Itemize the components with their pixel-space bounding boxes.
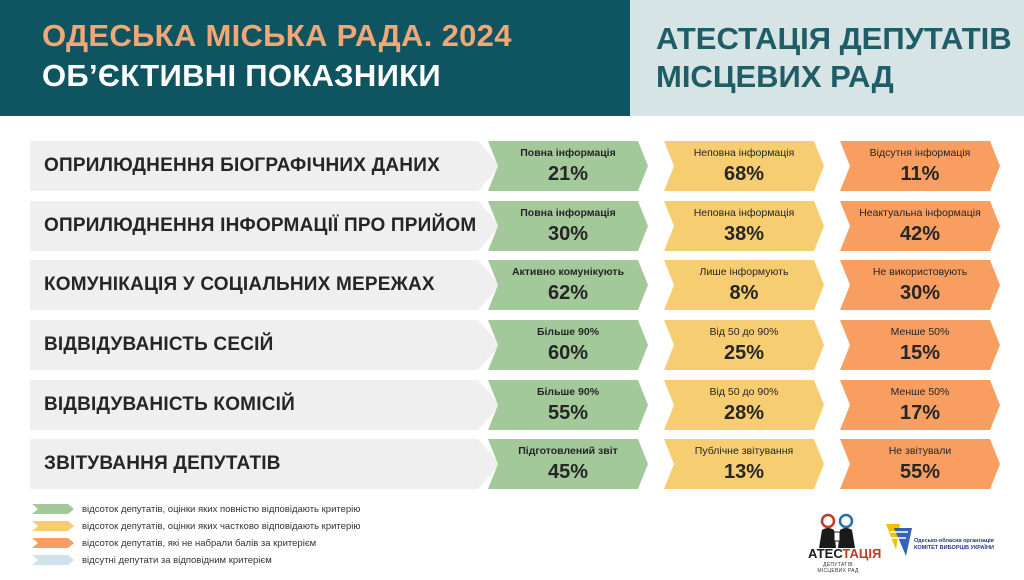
cell-none: Неактуальна інформація 42% <box>840 201 1000 251</box>
row-label: ОПРИЛЮДНЕННЯ ІНФОРМАЦІЇ ПРО ПРИЙОМ <box>30 201 500 251</box>
kvu-text: Одесько-обласна організація КОМІТЕТ ВИБО… <box>914 538 994 552</box>
cell-none: Не звітували 55% <box>840 439 1000 489</box>
cell-value: 55% <box>899 460 941 483</box>
atestatsiia-logo: АТЕСТАЦІЯ ДЕПУТАТІВ МІСЦЕВИХ РАД <box>808 512 881 574</box>
row-label: ВІДВІДУВАНІСТЬ СЕСІЙ <box>30 320 500 370</box>
legend-item: відсоток депутатів, оцінки яких повністю… <box>32 503 592 515</box>
kvu-line2: КОМІТЕТ ВИБОРЦІВ УКРАЇНИ <box>914 545 994 551</box>
cell-none: Не використовують 30% <box>840 260 1000 310</box>
cell-label: Менше 50% <box>890 325 950 338</box>
cell-value: 68% <box>723 162 765 185</box>
attestation-title: АТЕСТАЦІЯ ДЕПУТАТІВ МІСЦЕВИХ РАД <box>656 20 1016 96</box>
cell-label: Більше 90% <box>536 325 600 338</box>
cell-value: 8% <box>729 281 759 304</box>
cell-label: Неповна інформація <box>693 146 795 159</box>
attestation-title-line1: АТЕСТАЦІЯ ДЕПУТАТІВ <box>656 21 1012 56</box>
cell-partial: Від 50 до 90% 28% <box>664 380 824 430</box>
cell-partial: Лише інформують 8% <box>664 260 824 310</box>
cell-value: 13% <box>723 460 765 483</box>
header-right-panel <box>630 0 1024 116</box>
cell-value: 25% <box>723 341 765 364</box>
legend-swatch-blue <box>32 555 74 565</box>
legend-item: відсоток депутатів, які не набрали балів… <box>32 537 592 549</box>
kvu-line1: Одесько-обласна організація <box>914 538 994 544</box>
cell-label: Лише інформують <box>699 265 789 278</box>
attestation-title-line2: МІСЦЕВИХ РАД <box>656 59 894 94</box>
cell-value: 42% <box>899 222 941 245</box>
cell-value: 17% <box>899 401 941 424</box>
cell-value: 45% <box>547 460 589 483</box>
kvu-logo: Одесько-обласна організація КОМІТЕТ ВИБО… <box>884 518 994 562</box>
cell-full: Повна інформація 30% <box>488 201 648 251</box>
cell-value: 11% <box>900 162 940 185</box>
people-icon <box>819 513 855 548</box>
cell-value: 30% <box>547 222 589 245</box>
cell-value: 55% <box>547 401 589 424</box>
cell-label: Підготовлений звіт <box>518 444 618 457</box>
cell-label: Повна інформація <box>520 206 616 219</box>
logo-word-part: АТЕС <box>808 546 843 561</box>
atestatsiia-word: АТЕСТАЦІЯ <box>808 546 881 561</box>
cell-value: 62% <box>547 281 589 304</box>
cell-none: Відсутня інформація 11% <box>840 141 1000 191</box>
cell-partial: Від 50 до 90% 25% <box>664 320 824 370</box>
cell-label: Менше 50% <box>890 385 950 398</box>
cell-full: Більше 90% 60% <box>488 320 648 370</box>
kvu-emblem-icon <box>886 524 912 556</box>
cell-value: 28% <box>723 401 765 424</box>
cell-none: Менше 50% 17% <box>840 380 1000 430</box>
logo-word-part: ТАЦІЯ <box>842 546 882 561</box>
cell-label: Повна інформація <box>520 146 616 159</box>
cell-label: Не звітували <box>888 444 952 457</box>
legend-text: відсоток депутатів, оцінки яких частково… <box>82 520 361 532</box>
page-title: ОДЕСЬКА МІСЬКА РАДА. 2024 <box>42 18 512 53</box>
atestatsiia-sub: ДЕПУТАТІВ МІСЦЕВИХ РАД <box>817 562 859 574</box>
legend-text: відсоток депутатів, які не набрали балів… <box>82 537 317 549</box>
legend-text: відсоток депутатів, оцінки яких повністю… <box>82 503 361 515</box>
cell-label: Публічне звітування <box>694 444 794 457</box>
legend-swatch-orange <box>32 538 74 548</box>
header-left-panel <box>0 0 630 116</box>
cell-label: Не використовують <box>872 265 968 278</box>
cell-label: Від 50 до 90% <box>709 325 779 338</box>
cell-label: Від 50 до 90% <box>709 385 779 398</box>
row-label: КОМУНІКАЦІЯ У СОЦІАЛЬНИХ МЕРЕЖАХ <box>30 260 500 310</box>
cell-label: Активно комунікують <box>511 265 625 278</box>
legend-swatch-yellow <box>32 521 74 531</box>
cell-value: 38% <box>723 222 765 245</box>
legend-item: відсутні депутати за відповідним критері… <box>32 554 592 566</box>
legend-swatch-green <box>32 504 74 514</box>
cell-partial: Неповна інформація 38% <box>664 201 824 251</box>
cell-value: 15% <box>899 341 941 364</box>
row-label: ВІДВІДУВАНІСТЬ КОМІСІЙ <box>30 380 500 430</box>
cell-label: Неактуальна інформація <box>859 206 981 219</box>
cell-partial: Неповна інформація 68% <box>664 141 824 191</box>
cell-value: 21% <box>547 162 589 185</box>
page-subtitle: ОБ’ЄКТИВНІ ПОКАЗНИКИ <box>42 58 441 93</box>
cell-label: Більше 90% <box>536 385 600 398</box>
cell-full: Повна інформація 21% <box>488 141 648 191</box>
cell-value: 30% <box>899 281 941 304</box>
cell-full: Підготовлений звіт 45% <box>488 439 648 489</box>
cell-full: Більше 90% 55% <box>488 380 648 430</box>
cell-full: Активно комунікують 62% <box>488 260 648 310</box>
cell-none: Менше 50% 15% <box>840 320 1000 370</box>
row-label: ЗВІТУВАННЯ ДЕПУТАТІВ <box>30 439 500 489</box>
cell-partial: Публічне звітування 13% <box>664 439 824 489</box>
cell-label: Відсутня інформація <box>869 146 971 159</box>
cell-value: 60% <box>547 341 589 364</box>
legend-item: відсоток депутатів, оцінки яких частково… <box>32 520 592 532</box>
cell-label: Неповна інформація <box>693 206 795 219</box>
legend-text: відсутні депутати за відповідним критері… <box>82 554 272 566</box>
row-label: ОПРИЛЮДНЕННЯ БІОГРАФІЧНИХ ДАНИХ <box>30 141 500 191</box>
